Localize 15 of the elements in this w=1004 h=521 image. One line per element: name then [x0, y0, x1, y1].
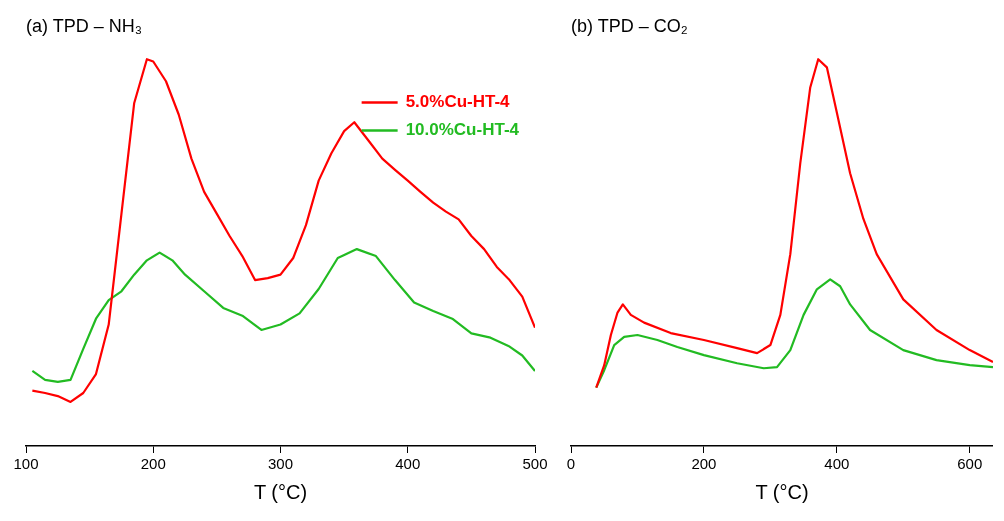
x-tick-label: 400: [824, 455, 850, 473]
legend-label: 5.0%Cu-HT-4: [405, 92, 511, 112]
x-axis-title: T (°C): [755, 480, 809, 503]
x-tick-label: 500: [522, 455, 548, 473]
x-tick-label: 0: [566, 455, 576, 473]
x-tick-label: 600: [957, 455, 983, 473]
x-tick-label: 400: [395, 455, 421, 473]
x-tick-label: 300: [267, 455, 294, 473]
chart-title: (a) TPD – NH₃: [26, 15, 143, 36]
x-axis-title: T (°C): [253, 480, 308, 503]
x-tick-label: 100: [13, 455, 39, 473]
x-tick-label: 200: [691, 455, 717, 473]
chart-title: (b) TPD – CO₂: [571, 15, 688, 36]
legend-label: 10.0%Cu-HT-4: [405, 120, 520, 140]
x-tick-label: 200: [140, 455, 166, 473]
